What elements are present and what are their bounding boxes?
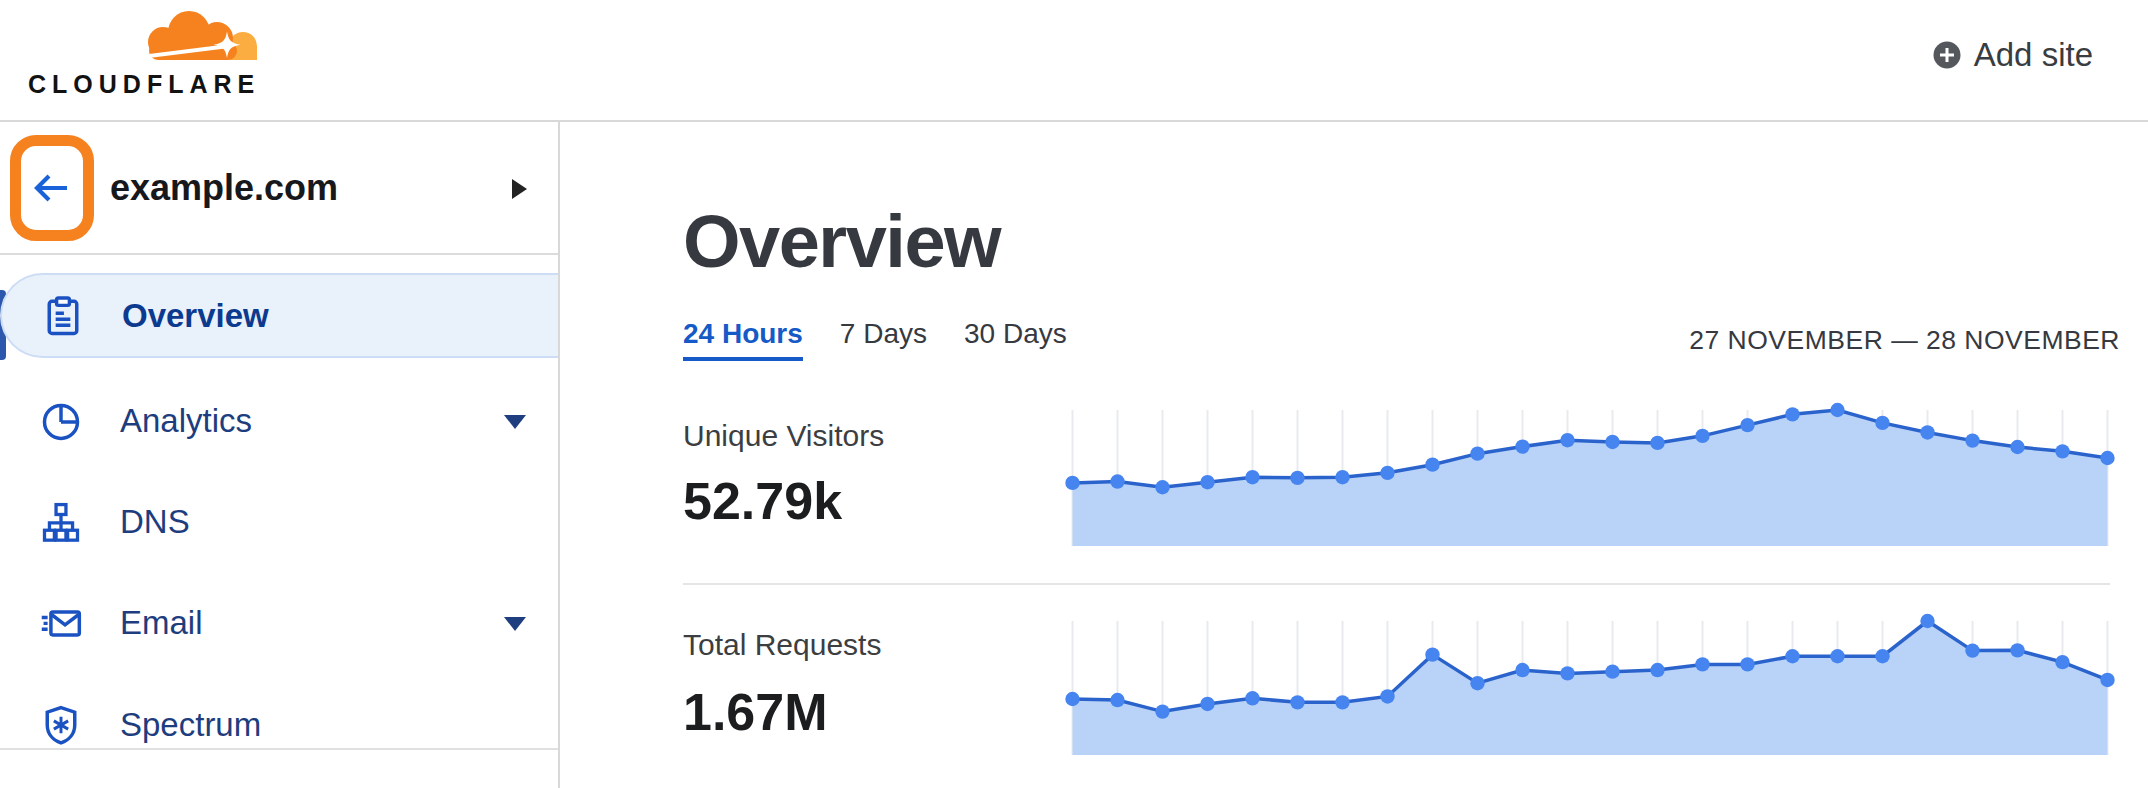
cloudflare-logo[interactable]: CLOUDFLARE	[28, 8, 268, 104]
tab-7-days[interactable]: 7 Days	[840, 318, 927, 361]
sidebar-item-overview[interactable]: Overview	[0, 273, 558, 358]
page-title: Overview	[683, 199, 1000, 284]
sidebar-item-dns[interactable]: DNS	[0, 479, 558, 564]
metric-value-unique-visitors: 52.79k	[683, 471, 842, 531]
cloudflare-cloud-icon	[143, 4, 261, 62]
add-site-button[interactable]: Add site	[1933, 0, 2093, 110]
plus-icon	[1933, 41, 1961, 69]
chevron-right-icon[interactable]	[512, 179, 527, 199]
sidebar-item-label: Email	[120, 604, 203, 642]
metric-value-total-requests: 1.67M	[683, 682, 828, 742]
sidebar-item-label: DNS	[120, 503, 190, 541]
sidebar-item-label: Analytics	[120, 402, 252, 440]
pie-chart-icon	[39, 399, 83, 443]
sidebar-item-label: Spectrum	[120, 706, 261, 744]
arrow-left-icon	[32, 171, 72, 205]
sidebar-item-email[interactable]: Email	[0, 580, 558, 665]
chevron-down-icon[interactable]	[504, 617, 526, 631]
sidebar-item-label: Overview	[122, 297, 269, 335]
site-selector-row: example.com	[0, 122, 558, 255]
metric-label-total-requests: Total Requests	[683, 628, 881, 662]
chevron-down-icon[interactable]	[504, 415, 526, 429]
network-tree-icon	[39, 500, 83, 544]
sidebar: example.com Overview Analytics DNS	[0, 122, 560, 788]
sidebar-item-spectrum[interactable]: Spectrum	[0, 682, 558, 767]
add-site-label: Add site	[1974, 36, 2093, 74]
sidebar-section-divider	[0, 748, 558, 750]
section-divider	[683, 583, 2110, 585]
time-range-tabs: 24 Hours 7 Days 30 Days	[683, 318, 1067, 361]
cloudflare-wordmark: CLOUDFLARE	[28, 70, 260, 99]
metric-label-unique-visitors: Unique Visitors	[683, 419, 884, 453]
tab-30-days[interactable]: 30 Days	[964, 318, 1067, 361]
tab-24-hours[interactable]: 24 Hours	[683, 318, 803, 361]
sidebar-item-analytics[interactable]: Analytics	[0, 378, 558, 463]
top-bar: CLOUDFLARE Add site	[0, 0, 2148, 122]
date-range-label: 27 NOVEMBER — 28 NOVEMBER	[1689, 325, 2120, 356]
email-icon	[39, 601, 83, 645]
shield-icon	[39, 703, 83, 747]
unique-visitors-chart	[1065, 400, 2115, 550]
back-button[interactable]	[10, 135, 94, 241]
site-name[interactable]: example.com	[110, 122, 338, 253]
total-requests-chart	[1065, 611, 2115, 761]
clipboard-icon	[41, 294, 85, 338]
